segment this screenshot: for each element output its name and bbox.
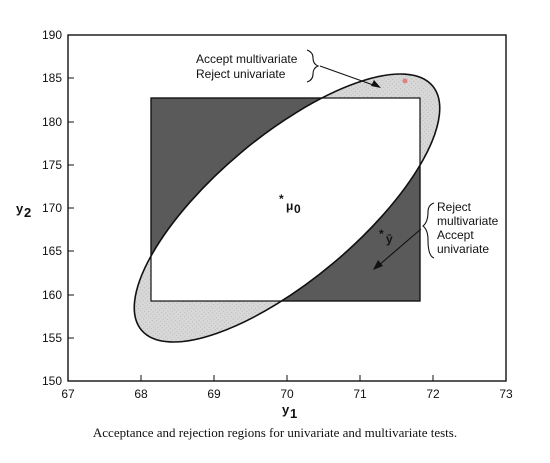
svg-text:*: * <box>279 192 284 206</box>
svg-text:ȳ: ȳ <box>386 232 393 246</box>
svg-text:Accept multivariate: Accept multivariate <box>196 52 298 66</box>
y-tick-label: 175 <box>42 158 62 172</box>
y-axis: 150 155 160 165 170 175 180 185 190 <box>42 28 74 388</box>
annotation-accept-multivariate: Accept multivariate Reject univariate <box>196 49 381 88</box>
svg-text:univariate: univariate <box>437 242 489 256</box>
highlight-dot <box>402 78 408 84</box>
svg-text:y: y <box>282 402 290 417</box>
y-tick-label: 155 <box>42 331 62 345</box>
y-tick-label: 160 <box>42 288 62 302</box>
x-tick-label: 73 <box>499 387 513 401</box>
figure-caption: Acceptance and rejection regions for uni… <box>92 425 458 440</box>
x-tick-label: 70 <box>280 387 294 401</box>
x-tick-label: 71 <box>353 387 367 401</box>
annotation-reject-multivariate: Reject multivariate Accept univariate <box>373 200 499 270</box>
svg-text:*: * <box>379 227 384 241</box>
svg-text:Reject: Reject <box>437 200 472 214</box>
mu0-point: * μ 0 <box>279 192 301 216</box>
x-tick-label: 72 <box>426 387 440 401</box>
y-tick-label: 165 <box>42 244 62 258</box>
y-tick-label: 180 <box>42 115 62 129</box>
x-tick-label: 68 <box>134 387 148 401</box>
svg-text:0: 0 <box>294 202 301 216</box>
x-axis-title: y 1 <box>282 402 297 421</box>
svg-text:Accept: Accept <box>437 228 474 242</box>
svg-text:μ: μ <box>286 199 293 213</box>
y-tick-label: 150 <box>42 374 62 388</box>
figure: 67 68 69 70 71 72 73 150 155 160 165 170… <box>16 28 513 421</box>
y-axis-title: y 2 <box>16 201 31 220</box>
x-tick-label: 69 <box>207 387 221 401</box>
ybar-point: * ȳ <box>379 227 393 246</box>
y-tick-label: 185 <box>42 71 62 85</box>
svg-text:y: y <box>16 201 24 216</box>
y-tick-label: 190 <box>42 28 62 42</box>
x-tick-label: 67 <box>61 387 75 401</box>
x-axis: 67 68 69 70 71 72 73 <box>61 375 513 401</box>
svg-text:multivariate: multivariate <box>437 214 499 228</box>
svg-text:1: 1 <box>290 406 297 421</box>
svg-text:Reject univariate: Reject univariate <box>196 67 286 81</box>
svg-text:2: 2 <box>24 205 31 220</box>
y-tick-label: 170 <box>42 201 62 215</box>
